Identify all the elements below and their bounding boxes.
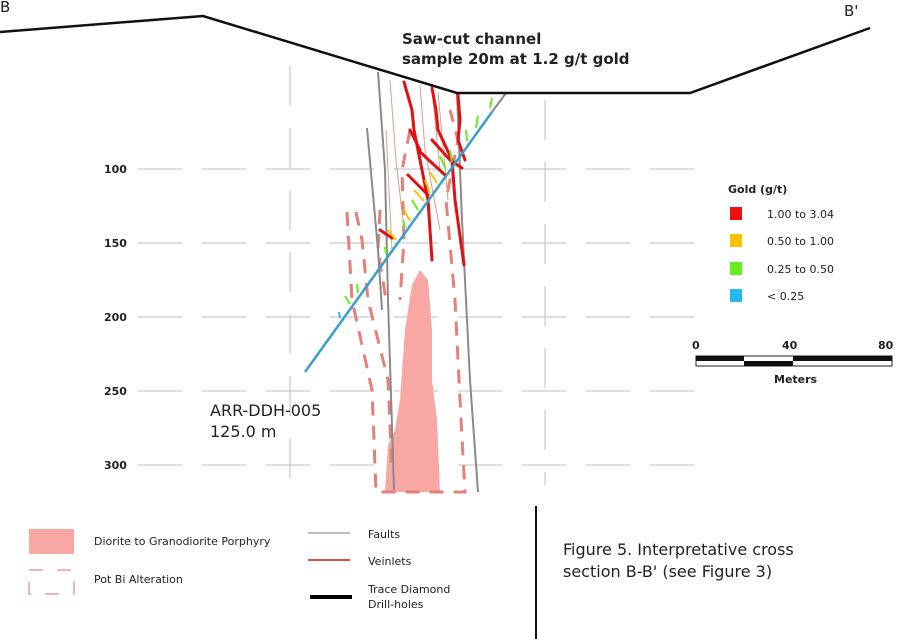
gold-legend-label: 0.50 to 1.00 — [767, 235, 834, 248]
porphyry-swatch — [29, 529, 74, 554]
gold-legend-label: 1.00 to 3.04 — [767, 208, 834, 221]
gold-legend-label: 0.25 to 0.50 — [767, 263, 834, 276]
gold-legend-title: Gold (g/t) — [728, 183, 787, 196]
depth-label: 150 — [104, 237, 127, 250]
legend-label: Pot Bi Alteration — [94, 573, 183, 586]
figure-caption: section B-B' (see Figure 3) — [563, 562, 772, 581]
gold-legend-label: < 0.25 — [767, 290, 804, 303]
legend-label: Faults — [368, 528, 400, 541]
channel-sample-label: sample 20m at 1.2 g/t gold — [402, 50, 630, 68]
alteration-swatch — [28, 569, 75, 595]
depth-label: 300 — [104, 459, 127, 472]
drillhole-length: 125.0 m — [210, 422, 276, 441]
figure-caption: Figure 5. Interpretative cross — [563, 540, 794, 559]
map-legend: Diorite to Granodiorite Porphyry Pot Bi … — [28, 528, 450, 611]
drillhole-trace — [303, 92, 507, 373]
legend-label: Diorite to Granodiorite Porphyry — [94, 535, 271, 548]
drillhole-name: ARR-DDH-005 — [210, 401, 321, 420]
section-end-label: B' — [844, 2, 858, 20]
depth-label: 200 — [104, 311, 127, 324]
depth-label: 100 — [104, 163, 127, 176]
topography-line — [0, 14, 871, 95]
scale-tick: 0 — [692, 339, 700, 352]
channel-sample-label: Saw-cut channel — [402, 30, 541, 48]
legend-swatch-green — [730, 262, 742, 275]
gold-legend: Gold (g/t) 1.00 to 3.04 0.50 to 1.00 0.2… — [728, 183, 834, 303]
legend-swatch-yellow — [730, 234, 742, 247]
legend-label: Drill-holes — [368, 598, 424, 611]
scale-unit: Meters — [774, 373, 818, 386]
depth-label: 250 — [104, 385, 127, 398]
scale-tick: 40 — [782, 339, 798, 352]
legend-label: Veinlets — [368, 555, 412, 568]
scale-bar: 0 40 80 Meters — [692, 339, 894, 386]
porphyry-body — [385, 270, 440, 492]
legend-label: Trace Diamond — [367, 583, 450, 596]
legend-swatch-red — [730, 207, 742, 220]
section-start-label: B — [0, 0, 10, 16]
scale-tick: 80 — [878, 339, 894, 352]
alteration-outlines — [345, 109, 467, 494]
veinlets — [378, 79, 467, 267]
legend-swatch-blue — [730, 289, 742, 302]
